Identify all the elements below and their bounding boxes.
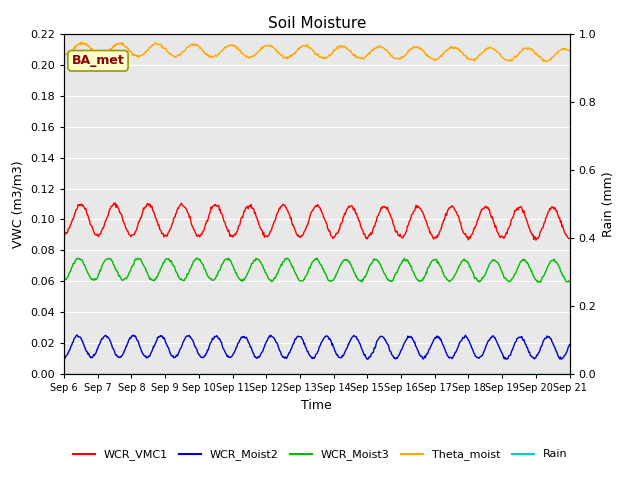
Legend: WCR_VMC1, WCR_Moist2, WCR_Moist3, Theta_moist, Rain: WCR_VMC1, WCR_Moist2, WCR_Moist3, Theta_…: [68, 445, 572, 465]
X-axis label: Time: Time: [301, 399, 332, 412]
Y-axis label: Rain (mm): Rain (mm): [602, 171, 615, 237]
Title: Soil Moisture: Soil Moisture: [268, 16, 366, 31]
Y-axis label: VWC (m3/m3): VWC (m3/m3): [12, 160, 24, 248]
Text: BA_met: BA_met: [72, 54, 124, 67]
